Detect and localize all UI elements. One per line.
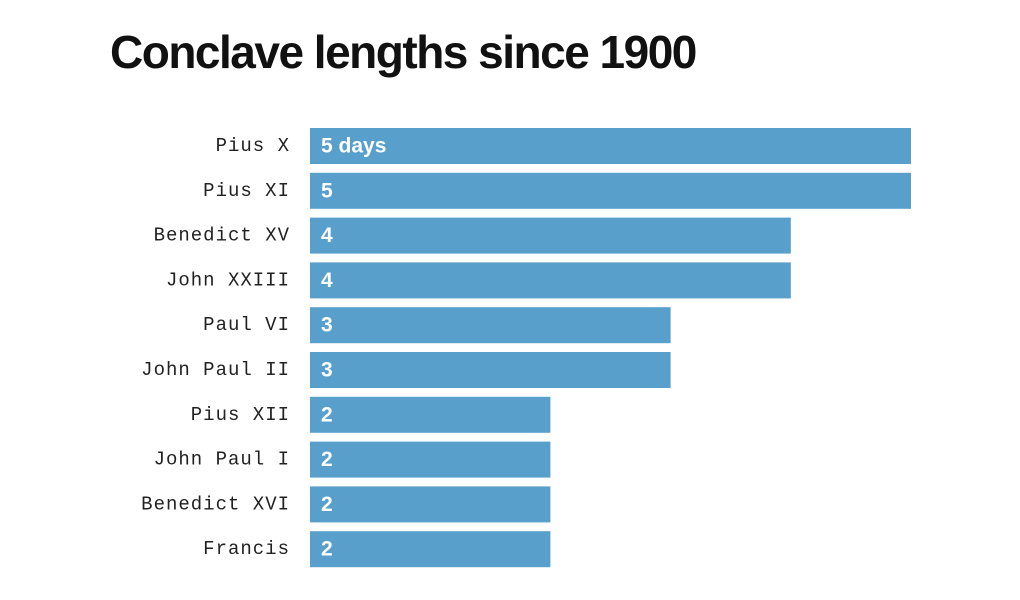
category-label: Paul VI xyxy=(203,314,290,336)
category-label: John XXIII xyxy=(166,269,290,291)
category-label: Benedict XV xyxy=(154,225,290,247)
bar xyxy=(310,217,791,254)
value-label: 2 xyxy=(321,493,333,516)
value-label: 3 xyxy=(321,359,333,382)
bar xyxy=(310,172,911,209)
bar xyxy=(310,486,551,523)
bar xyxy=(310,352,671,388)
bar xyxy=(310,441,551,478)
chart-title: Conclave lengths since 1900 xyxy=(110,26,696,78)
category-label: Pius XII xyxy=(191,404,290,426)
category-label: Francis xyxy=(203,538,290,560)
category-label: John Paul I xyxy=(154,449,290,471)
bar xyxy=(310,396,551,433)
value-label: 5 xyxy=(321,179,333,202)
value-label: 3 xyxy=(321,314,333,337)
value-label: 5 days xyxy=(321,135,386,158)
category-label: Pius XI xyxy=(203,180,290,202)
bar xyxy=(310,307,671,344)
value-label: 4 xyxy=(321,269,333,292)
category-label: Pius X xyxy=(216,135,290,157)
value-label: 2 xyxy=(321,448,333,471)
bar xyxy=(310,531,551,568)
category-label: Benedict XVI xyxy=(141,493,290,515)
value-label: 4 xyxy=(321,224,333,247)
bar xyxy=(310,128,911,164)
value-label: 2 xyxy=(321,403,333,426)
value-label: 2 xyxy=(321,538,333,561)
bar xyxy=(310,262,791,299)
category-label: John Paul II xyxy=(141,359,290,381)
